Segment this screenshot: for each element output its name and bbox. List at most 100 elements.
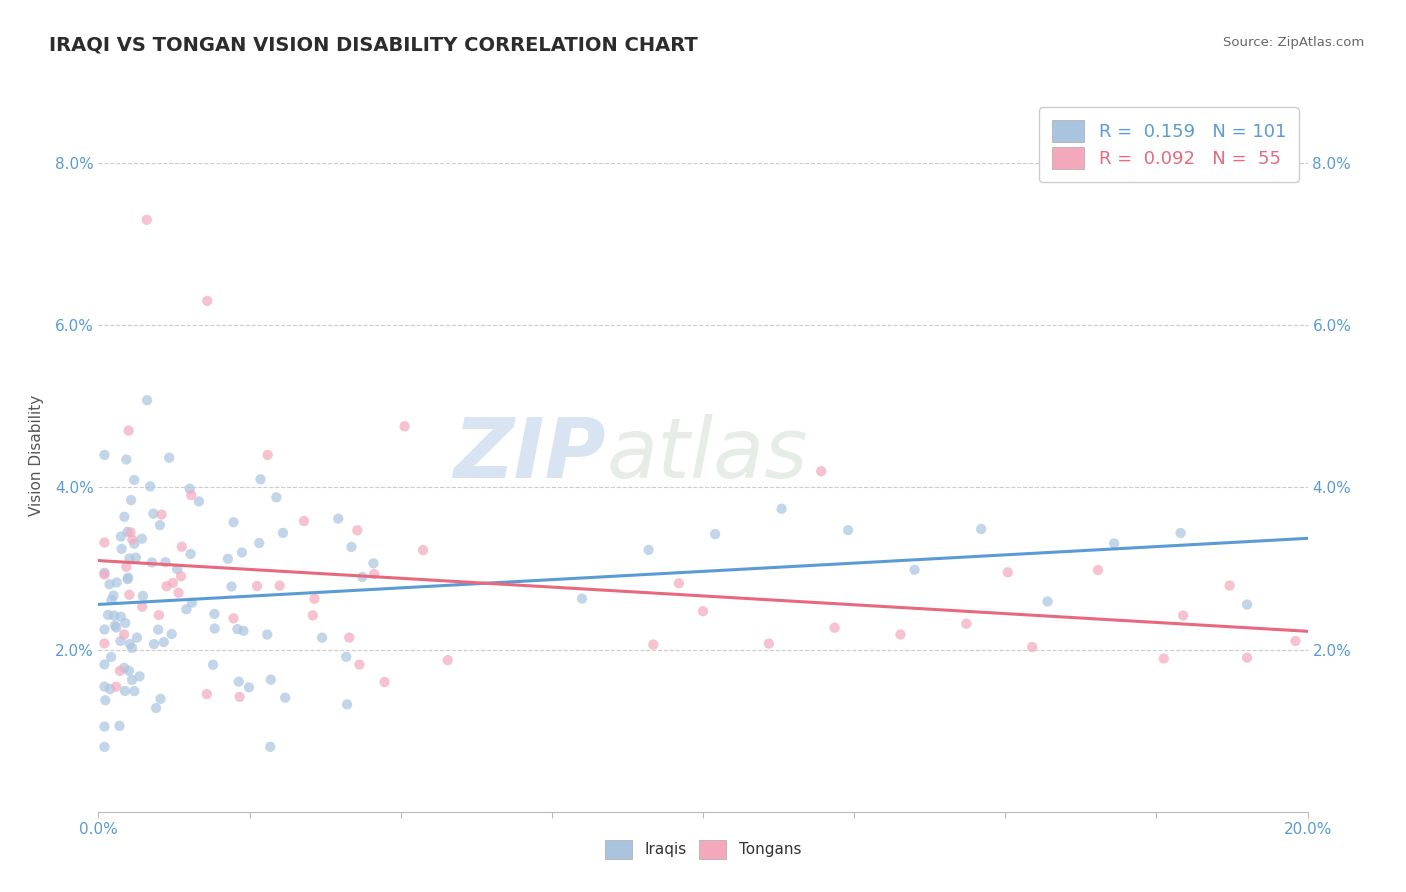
Point <box>110 634 132 648</box>
Point <box>166 562 188 576</box>
Point <box>195 293 218 308</box>
Point <box>247 536 270 550</box>
Point <box>1284 634 1306 648</box>
Point <box>637 543 659 558</box>
Point <box>136 393 159 408</box>
Point <box>222 515 245 529</box>
Point <box>152 635 174 649</box>
Point <box>266 491 288 505</box>
Point <box>110 609 132 624</box>
Point <box>221 579 243 593</box>
Point <box>118 551 141 566</box>
Text: Source: ZipAtlas.com: Source: ZipAtlas.com <box>1223 36 1364 49</box>
Point <box>363 567 385 582</box>
Point <box>94 693 117 707</box>
Point <box>100 593 122 607</box>
Y-axis label: Vision Disability: Vision Disability <box>28 394 44 516</box>
Point <box>304 591 326 606</box>
Point <box>98 577 121 591</box>
Point <box>93 720 115 734</box>
Point <box>148 623 170 637</box>
Point <box>93 567 115 582</box>
Point <box>228 674 250 689</box>
Point <box>349 657 371 672</box>
Point <box>260 673 283 687</box>
Point <box>149 518 172 533</box>
Point <box>1036 594 1059 608</box>
Point <box>93 535 115 549</box>
Point <box>226 622 249 636</box>
Point <box>340 540 363 554</box>
Point <box>108 719 131 733</box>
Point <box>232 624 254 638</box>
Point <box>328 511 350 525</box>
Point <box>105 575 128 590</box>
Point <box>155 579 177 593</box>
Point <box>337 631 360 645</box>
Text: IRAQI VS TONGAN VISION DISABILITY CORRELATION CHART: IRAQI VS TONGAN VISION DISABILITY CORREL… <box>49 36 697 54</box>
Point <box>93 657 115 672</box>
Legend: Iraqis, Tongans: Iraqis, Tongans <box>599 834 807 864</box>
Point <box>204 622 226 636</box>
Point <box>571 591 593 606</box>
Point <box>228 690 250 704</box>
Point <box>112 509 135 524</box>
Point <box>149 691 172 706</box>
Text: atlas: atlas <box>606 415 808 495</box>
Point <box>238 681 260 695</box>
Point <box>181 596 204 610</box>
Point <box>274 690 297 705</box>
Point <box>108 664 131 678</box>
Point <box>436 653 458 667</box>
Point <box>889 627 911 641</box>
Point <box>155 555 177 569</box>
Point <box>179 482 201 496</box>
Point <box>217 551 239 566</box>
Point <box>150 508 173 522</box>
Point <box>105 680 128 694</box>
Point <box>122 537 145 551</box>
Point <box>162 575 184 590</box>
Point <box>704 527 727 541</box>
Point <box>374 675 396 690</box>
Point <box>256 627 278 641</box>
Point <box>118 637 141 651</box>
Point <box>93 448 115 462</box>
Point <box>187 494 209 508</box>
Point <box>692 604 714 618</box>
Point <box>160 627 183 641</box>
Point <box>1021 640 1043 654</box>
Point <box>114 684 136 698</box>
Point <box>758 636 780 650</box>
Point <box>204 607 226 621</box>
Point <box>292 514 315 528</box>
Point <box>824 621 846 635</box>
Point <box>176 602 198 616</box>
Point <box>271 525 294 540</box>
Point <box>336 698 359 712</box>
Point <box>93 739 115 754</box>
Point <box>269 579 291 593</box>
Point <box>93 623 115 637</box>
Point <box>125 631 148 645</box>
Point <box>112 661 135 675</box>
Point <box>970 522 993 536</box>
Point <box>121 673 143 687</box>
Point <box>997 566 1019 580</box>
Point <box>121 533 143 547</box>
Point <box>363 557 385 571</box>
Point <box>1102 536 1125 550</box>
Point <box>143 637 166 651</box>
Point <box>117 524 139 539</box>
Point <box>118 424 141 438</box>
Point <box>256 448 278 462</box>
Point <box>110 541 132 556</box>
Point <box>148 608 170 623</box>
Point <box>394 419 416 434</box>
Point <box>104 618 127 632</box>
Point <box>1236 650 1258 665</box>
Point <box>110 530 132 544</box>
Point <box>180 547 202 561</box>
Point <box>167 586 190 600</box>
Point <box>132 589 155 603</box>
